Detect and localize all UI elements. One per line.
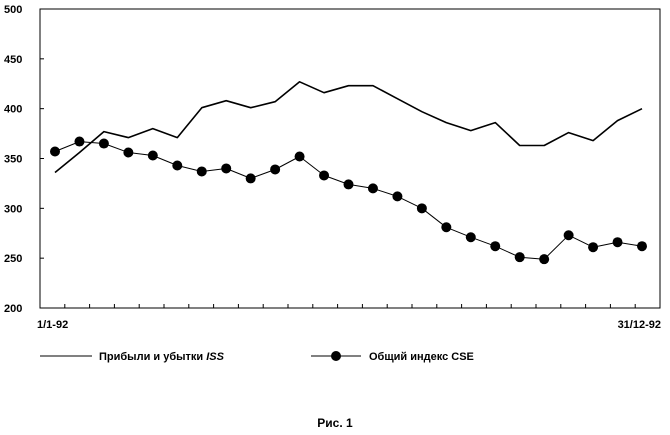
series-1-point-23 bbox=[612, 237, 623, 248]
series-1-point-21 bbox=[563, 230, 574, 241]
y-tick-label-3: 350 bbox=[4, 154, 22, 166]
series-layer bbox=[50, 81, 647, 265]
legend-label-iss: Прибыли и убытки ISS bbox=[99, 351, 225, 363]
y-tick-label-4: 400 bbox=[4, 104, 22, 116]
series-1-point-24 bbox=[637, 241, 647, 252]
series-1-point-1 bbox=[74, 136, 85, 147]
legend-label-iss-main: Прибыли и убытки bbox=[99, 351, 206, 363]
series-1-point-7 bbox=[221, 163, 232, 174]
series-1-point-18 bbox=[490, 241, 501, 252]
plot-frame bbox=[39, 8, 661, 309]
y-tick-label-6: 500 bbox=[4, 4, 22, 16]
series-1-point-11 bbox=[319, 170, 330, 181]
series-1-point-13 bbox=[367, 183, 378, 194]
y-tick-label-2: 300 bbox=[4, 203, 22, 215]
x-tick-label-end: 31/12-92 bbox=[618, 319, 661, 331]
series-1-point-20 bbox=[539, 254, 550, 265]
y-tick-label-0: 200 bbox=[4, 303, 22, 315]
y-tick-labels: 200 250 300 350 400 450 500 bbox=[4, 4, 22, 315]
series-1-point-14 bbox=[392, 191, 403, 202]
legend: Прибыли и убытки ISS Общий индекс CSE bbox=[40, 351, 474, 363]
series-1-point-10 bbox=[294, 151, 305, 162]
series-1-point-9 bbox=[270, 164, 281, 175]
series-1-point-3 bbox=[123, 147, 134, 158]
series-1-point-4 bbox=[147, 150, 158, 161]
series-1-point-2 bbox=[98, 138, 109, 149]
y-tick-label-1: 250 bbox=[4, 253, 22, 265]
series-1-point-8 bbox=[245, 173, 256, 184]
series-1-point-16 bbox=[441, 222, 452, 233]
series-line-0 bbox=[54, 81, 643, 174]
x-tick-label-start: 1/1-92 bbox=[37, 319, 68, 331]
series-1-point-15 bbox=[416, 203, 427, 214]
y-tick-label-5: 450 bbox=[4, 54, 22, 66]
series-1-point-6 bbox=[196, 166, 207, 177]
x-tick-labels: 1/1-92 31/12-92 bbox=[37, 319, 661, 331]
series-1-point-5 bbox=[172, 160, 183, 171]
series-line-1 bbox=[54, 141, 643, 260]
legend-marker-cse bbox=[331, 351, 341, 361]
figure-caption: Рис. 1 bbox=[317, 416, 353, 430]
series-1-point-22 bbox=[588, 242, 599, 253]
series-1-point-12 bbox=[343, 179, 354, 190]
series-1-point-19 bbox=[514, 252, 525, 263]
series-1-point-0 bbox=[50, 146, 60, 157]
legend-label-iss-italic: ISS bbox=[206, 351, 224, 363]
series-1-point-17 bbox=[465, 232, 476, 243]
legend-label-cse: Общий индекс CSE bbox=[369, 351, 474, 363]
chart-axes bbox=[39, 8, 661, 309]
